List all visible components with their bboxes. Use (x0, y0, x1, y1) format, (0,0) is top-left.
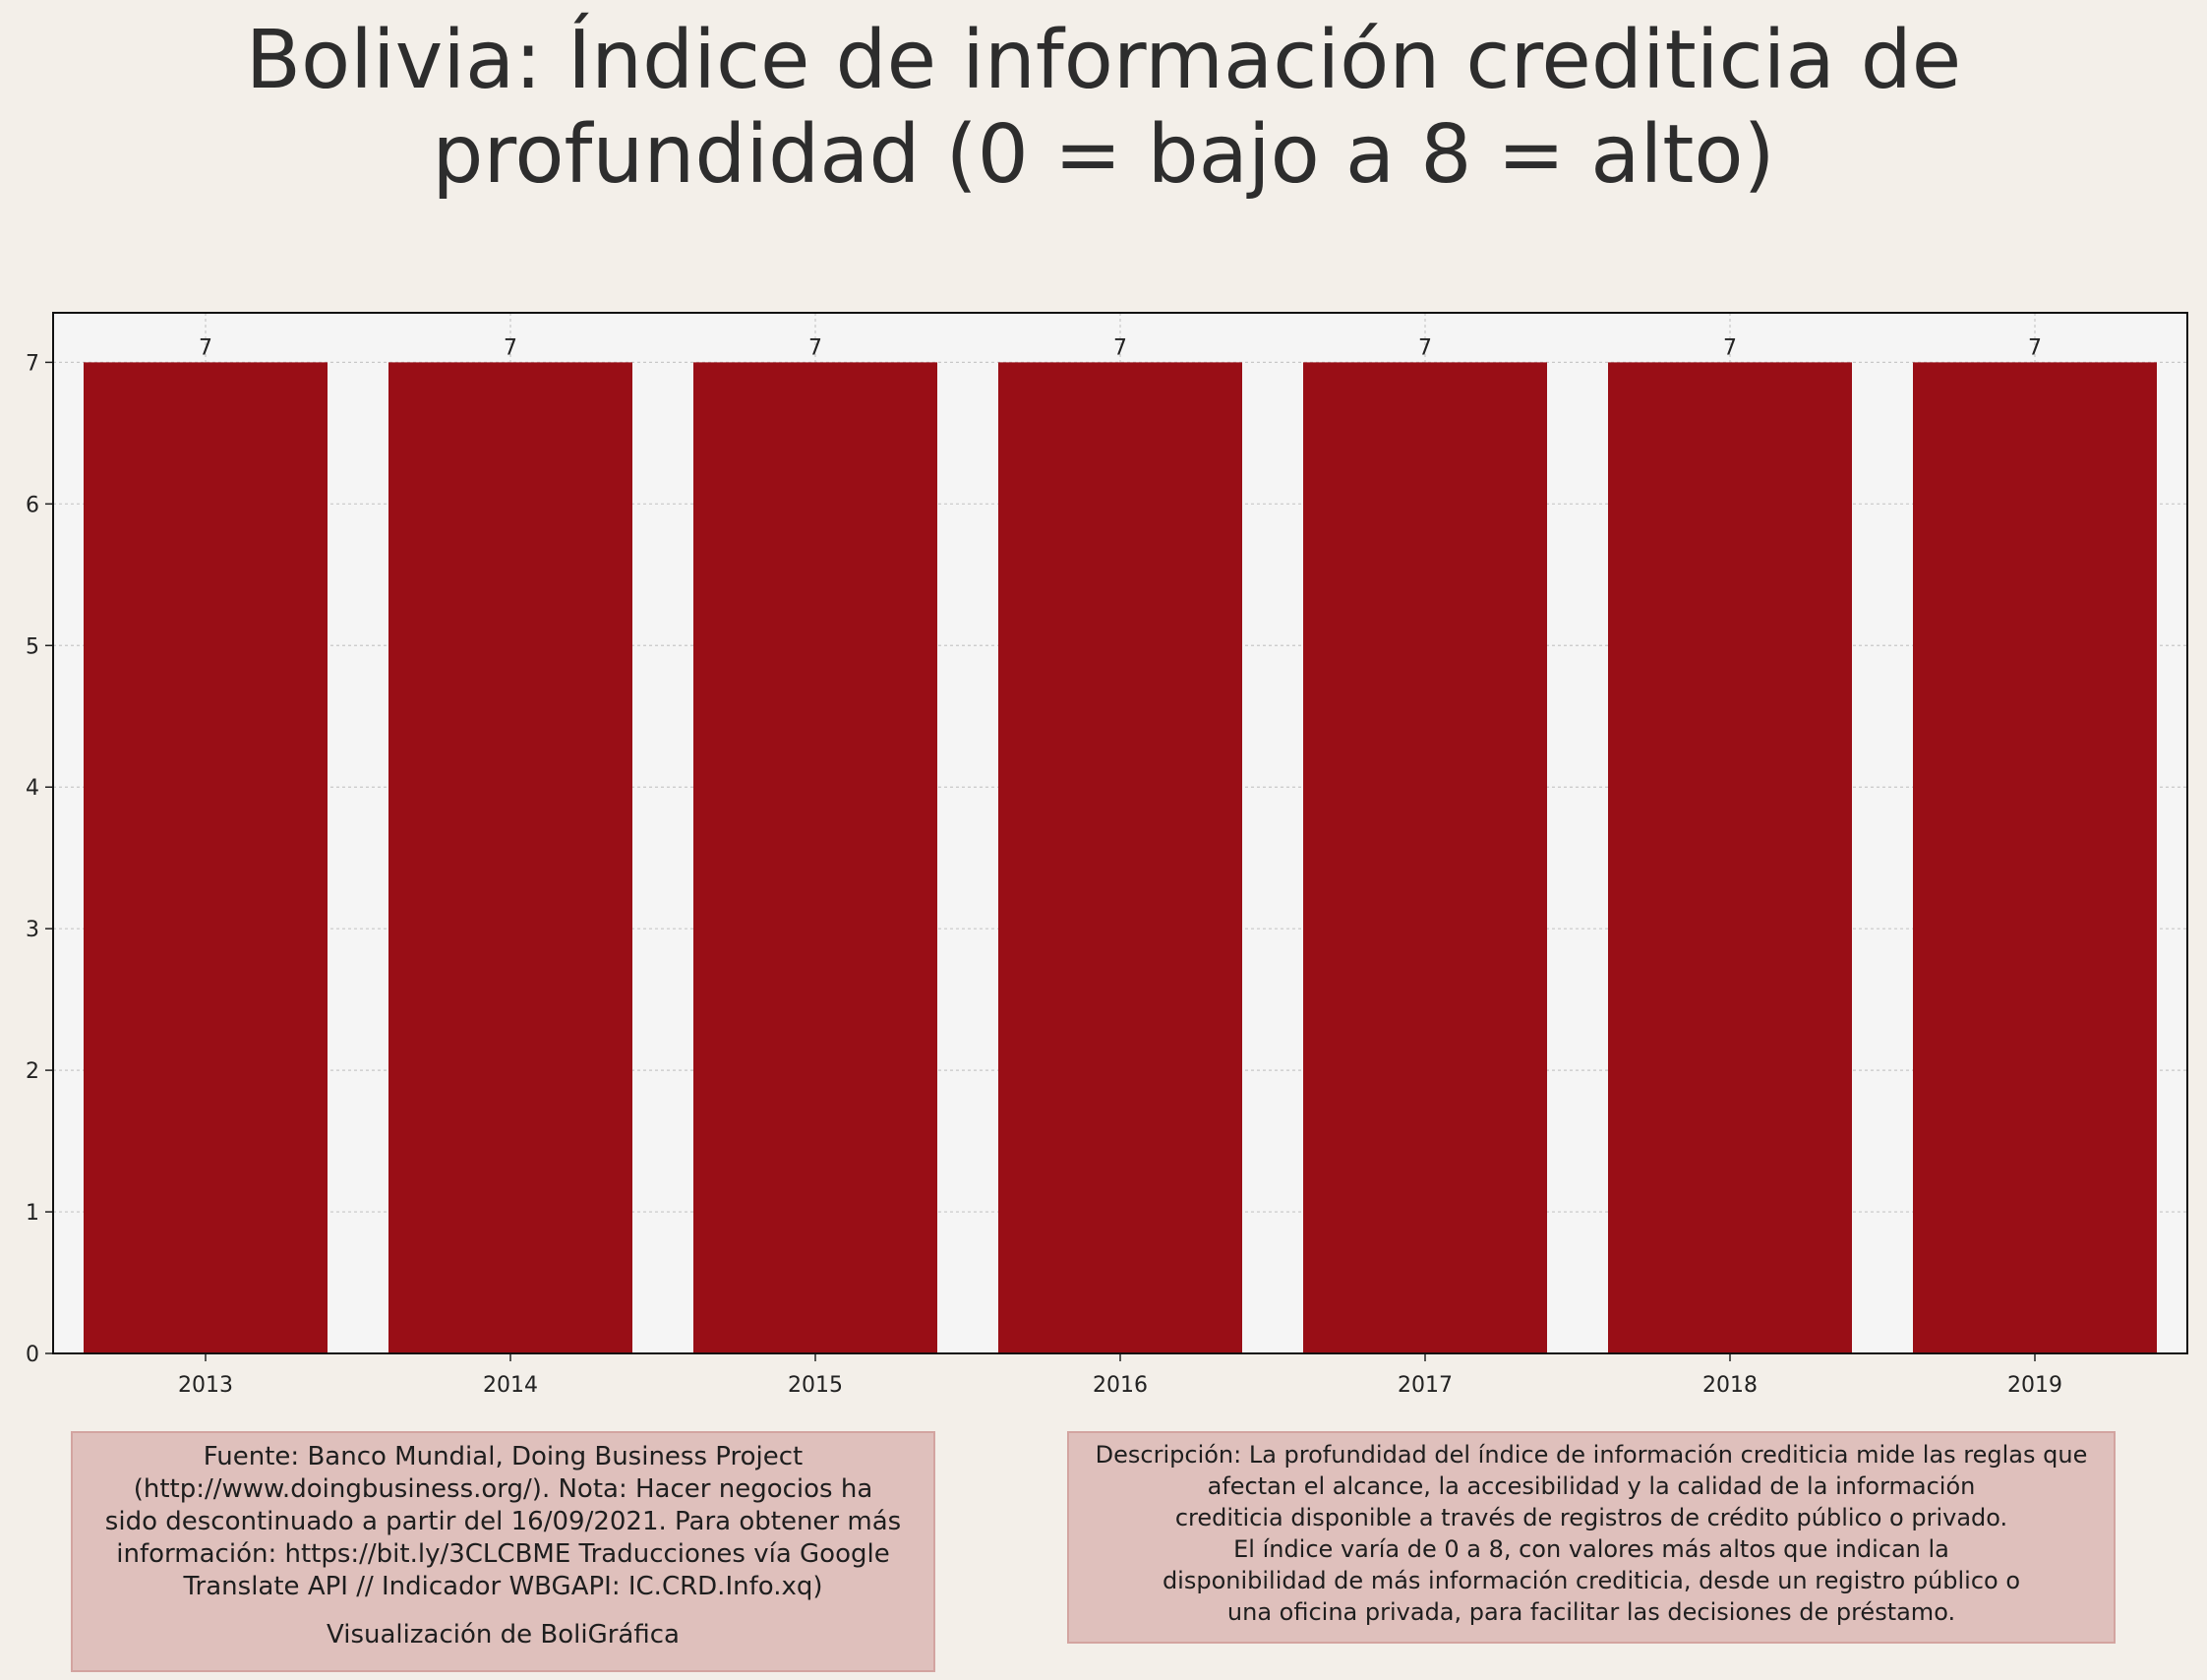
y-tick-label: 6 (26, 493, 39, 517)
data-label-2013: 7 (199, 335, 212, 360)
x-tick-label-2014: 2014 (483, 1373, 538, 1397)
chart-title-line-1: Bolivia: Índice de información creditici… (245, 14, 1962, 107)
y-tick-label: 4 (26, 776, 39, 801)
source-note-box: Fuente: Banco Mundial, Doing Business Pr… (71, 1431, 935, 1672)
y-tick-label: 3 (26, 918, 39, 942)
bar-2017 (1303, 362, 1547, 1353)
description-line-2: afectan el alcance, la accesibilidad y l… (1207, 1472, 1976, 1500)
description-line-4: El índice varía de 0 a 8, con valores má… (1233, 1535, 1949, 1563)
source-line-4: información: https://bit.ly/3CLCBME Trad… (116, 1539, 890, 1569)
description-line-6: una oficina privada, para facilitar las … (1226, 1598, 1956, 1626)
y-tick-label: 0 (26, 1343, 39, 1367)
bar-2016 (998, 362, 1242, 1353)
chart-title: Bolivia: Índice de información creditici… (0, 14, 2207, 203)
description-line-3: crediticia disponible a través de regist… (1174, 1504, 2008, 1531)
x-tick-label-2013: 2013 (178, 1373, 233, 1397)
data-label-2016: 7 (1113, 335, 1127, 360)
description-box: Descripción: La profundidad del índice d… (1067, 1431, 2116, 1644)
y-tick-label: 1 (26, 1201, 39, 1226)
data-label-2017: 7 (1418, 335, 1432, 360)
chart-title-line-2: profundidad (0 = bajo a 8 = alto) (432, 108, 1775, 202)
bar-2019 (1913, 362, 2157, 1353)
source-line-2: (http://www.doingbusiness.org/). Nota: H… (133, 1474, 873, 1504)
source-line-3: sido descontinuado a partir del 16/09/20… (104, 1507, 902, 1536)
x-tick-label-2019: 2019 (2007, 1373, 2062, 1397)
plot-frame (52, 312, 2188, 1354)
bar-2014 (388, 362, 632, 1353)
data-label-2019: 7 (2028, 335, 2042, 360)
data-label-2015: 7 (808, 335, 822, 360)
y-tick-label: 7 (26, 351, 39, 376)
x-tick-label-2015: 2015 (788, 1373, 843, 1397)
bar-2015 (693, 362, 937, 1353)
source-line-1: Fuente: Banco Mundial, Doing Business Pr… (203, 1442, 804, 1471)
y-tick-label: 2 (26, 1059, 39, 1084)
data-label-2018: 7 (1723, 335, 1737, 360)
description-line-5: disponibilidad de más información credit… (1162, 1567, 2021, 1594)
bar-2013 (84, 362, 328, 1353)
x-tick-label-2016: 2016 (1093, 1373, 1148, 1397)
x-tick-label-2018: 2018 (1702, 1373, 1758, 1397)
visualization-credit: Visualización de BoliGráfica (327, 1620, 680, 1650)
description-line-1: Descripción: La profundidad del índice d… (1095, 1441, 2088, 1469)
bar-2018 (1608, 362, 1852, 1353)
source-line-5: Translate API // Indicador WBGAPI: IC.CR… (183, 1572, 823, 1601)
x-tick-label-2017: 2017 (1398, 1373, 1453, 1397)
bar-chart: 0 1 2 3 4 5 6 7 7 2013 7 2014 7 2015 7 2016 7 2017 7 2018 7 2… (26, 312, 2188, 1397)
data-label-2014: 7 (504, 335, 517, 360)
y-tick-label: 5 (26, 634, 39, 659)
